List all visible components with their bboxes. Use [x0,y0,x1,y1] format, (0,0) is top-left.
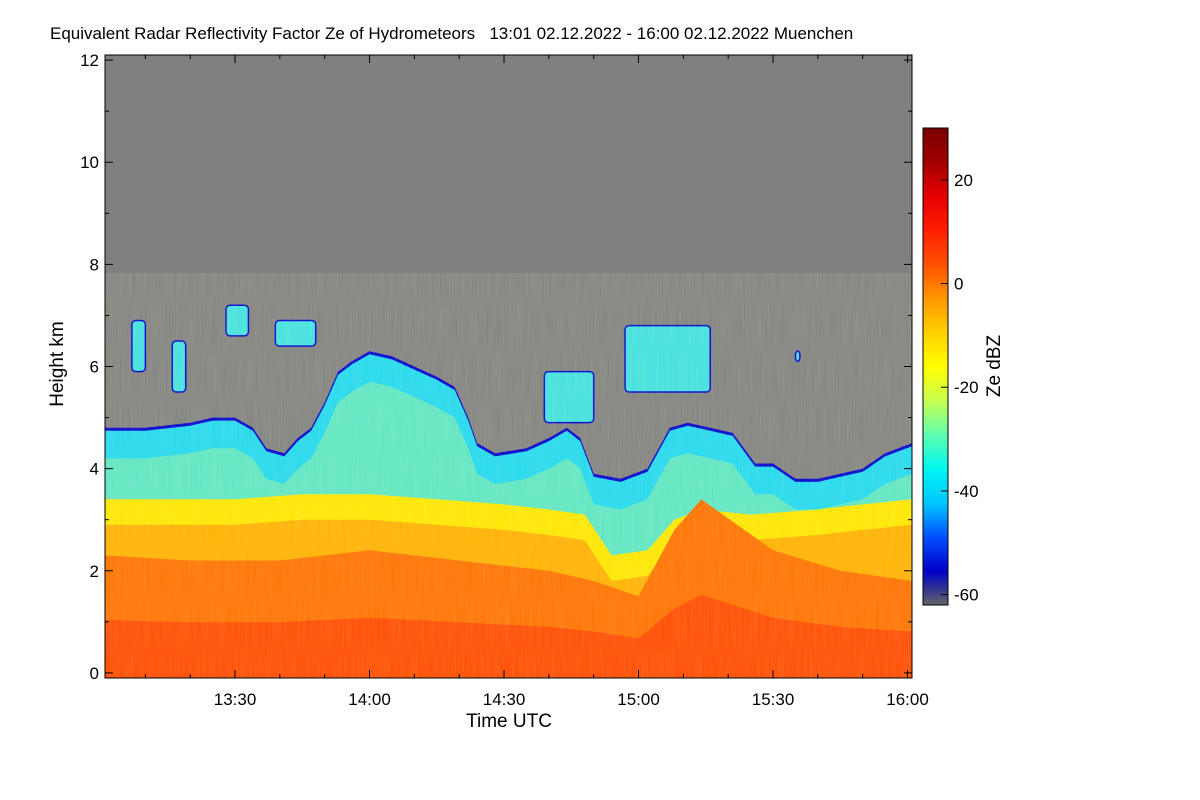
x-tick-label: 13:30 [214,690,257,709]
y-tick-label: 10 [80,153,99,172]
colorbar-ticks: 20 0 -20 -40 -60 [941,171,979,605]
reflectivity-field [105,273,912,678]
colorbar-tick-label: -20 [954,378,979,397]
y-tick-label: 0 [90,664,99,683]
x-axis-label: Time UTC [466,711,552,732]
colorbar: 20 0 -20 -40 -60 Ze dBZ [922,127,1005,606]
x-tick-label: 14:30 [483,690,526,709]
x-tick-label: 16:00 [886,690,929,709]
y-tick-label: 2 [90,562,99,581]
y-tick-label: 12 [80,51,99,70]
plot-area [105,55,912,678]
y-axis: 0 2 4 6 8 10 12 [80,51,912,683]
chart-title: Equivalent Radar Reflectivity Factor Ze … [50,24,853,43]
x-tick-label: 15:30 [752,690,795,709]
y-tick-label: 6 [90,358,99,377]
colorbar-tick-label: 20 [954,171,973,190]
colorbar-label: Ze dBZ [984,334,1005,397]
colorbar-tick-label: -40 [954,482,979,501]
x-tick-label: 15:00 [617,690,660,709]
y-tick-label: 4 [90,460,99,479]
x-axis: 13:30 14:00 14:30 15:00 15:30 16:00 [144,55,929,709]
colorbar-gradient [922,127,949,606]
y-axis-label: Height km [47,321,68,407]
x-tick-label: 14:00 [348,690,391,709]
colorbar-tick-label: 0 [954,275,963,294]
colorbar-tick-label: -60 [954,586,979,605]
y-tick-label: 8 [90,255,99,274]
texture-overlay [105,273,912,678]
